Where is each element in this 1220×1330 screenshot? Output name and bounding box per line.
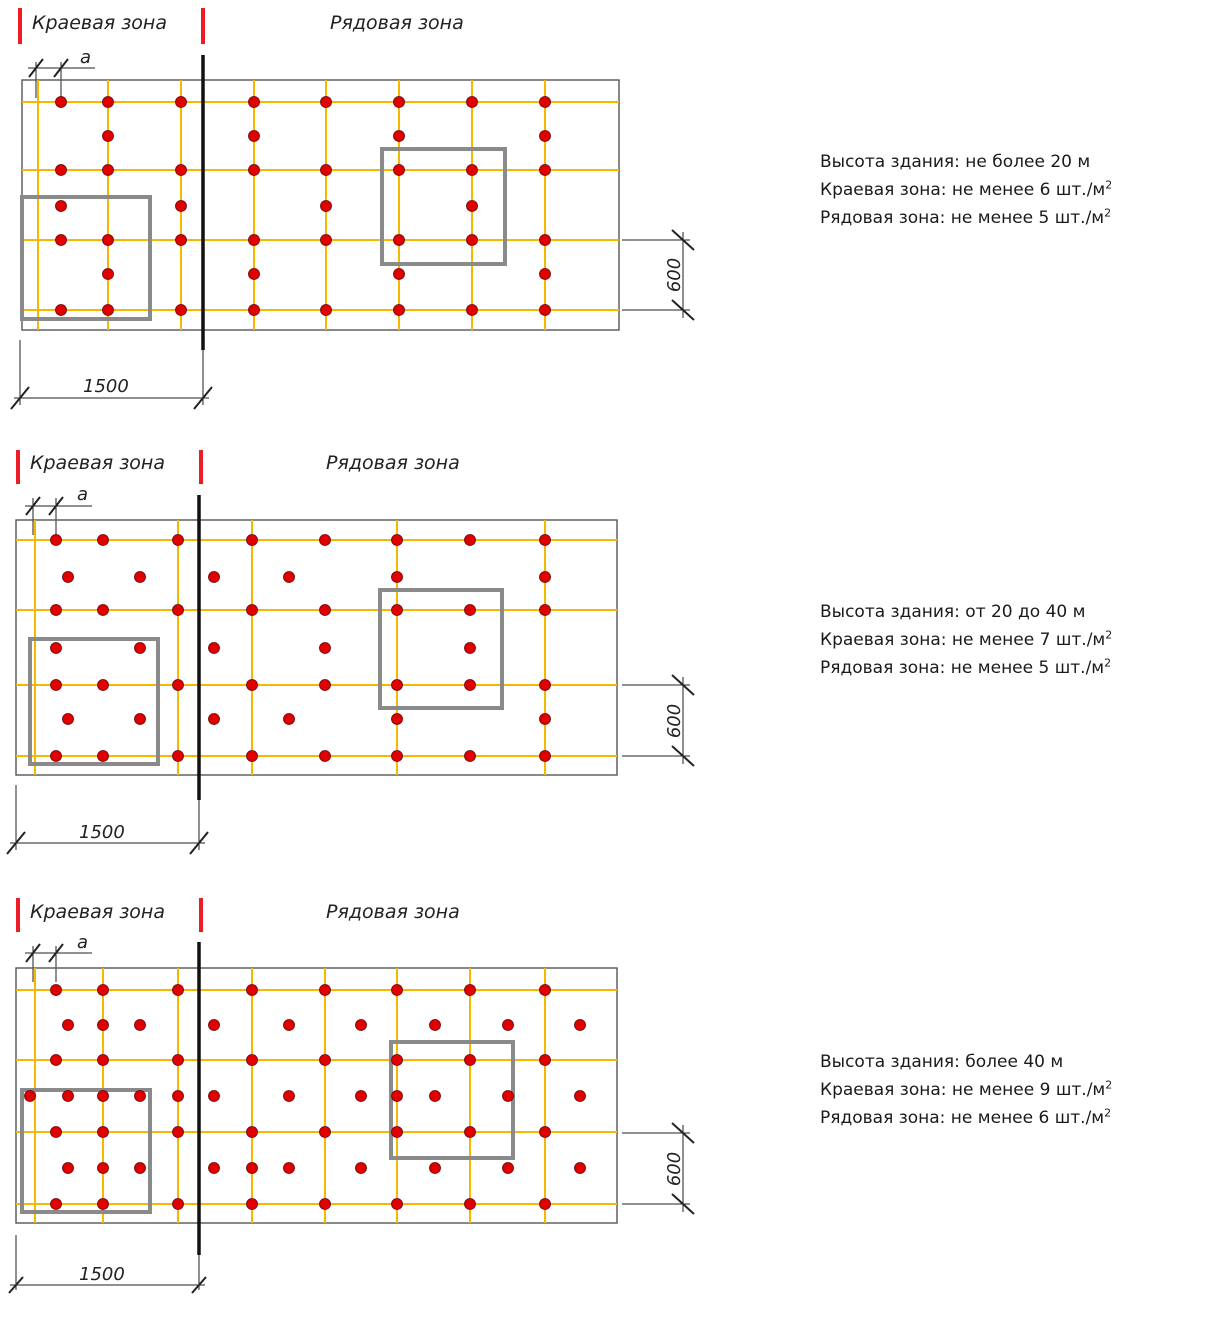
dim-600-label: 600 [664, 704, 685, 738]
vertical-battens [37, 80, 546, 330]
fastener-diagram-1: Краевая зона Рядовая зона a [10, 8, 695, 410]
dim-600-tick-2 [671, 745, 695, 767]
dim-600-tick-1 [671, 674, 695, 696]
sheet-frame [15, 967, 618, 1224]
legend-height: Высота здания: более 40 м [820, 1052, 1064, 1072]
dim-600-tick-2 [671, 1193, 695, 1215]
legend-edge: Краевая зона: не менее 7 шт./м2 [820, 628, 1113, 650]
dim-a-tick-2 [48, 496, 64, 516]
dim-1500-label: 1500 [79, 822, 125, 843]
dim-a-tick-1 [25, 943, 41, 963]
row-zone-label: Рядовая зона [326, 452, 460, 474]
edge-zone-sample-square [20, 195, 152, 321]
row-zone-sample-square [378, 588, 504, 710]
dim-600-tick-2 [671, 299, 695, 321]
vertical-battens [34, 520, 546, 775]
panel-1: Краевая зона Рядовая зона a [0, 0, 1220, 440]
dim-a-label: a [80, 47, 91, 68]
dim-a-tick-1 [25, 496, 41, 516]
fasteners [24, 984, 586, 1210]
edge-zone-sample-square [20, 1088, 152, 1214]
dim-1500-tick-1 [6, 831, 26, 855]
dim-1500-tick-2 [189, 831, 209, 855]
row-zone-label: Рядовая зона [330, 12, 464, 34]
legend-1: Высота здания: не более 20 м Краевая зон… [820, 148, 1112, 232]
edge-zone-label: Краевая зона [30, 452, 165, 474]
legend-height: Высота здания: от 20 до 40 м [820, 602, 1086, 622]
dim-1500-tick-1 [8, 1276, 24, 1294]
panel-3: Краевая зона Рядовая зона a [0, 890, 1220, 1330]
legend-edge: Краевая зона: не менее 6 шт./м2 [820, 178, 1113, 200]
legend-height: Высота здания: не более 20 м [820, 152, 1091, 172]
dim-600-label: 600 [664, 1152, 685, 1186]
dim-a-tick-1 [28, 58, 44, 78]
legend-row: Рядовая зона: не менее 6 шт./м2 [820, 1106, 1112, 1128]
fastener-diagram-2: Краевая зона Рядовая зона a [6, 450, 695, 855]
fastener-diagram-3: Краевая зона Рядовая зона a [8, 898, 695, 1294]
legend-row: Рядовая зона: не менее 5 шт./м2 [820, 206, 1112, 228]
row-zone-sample-square [389, 1040, 515, 1160]
edge-zone-label: Краевая зона [32, 12, 167, 34]
dim-a-label: a [77, 932, 88, 953]
dim-600-label: 600 [664, 258, 685, 292]
edge-zone-label: Краевая зона [30, 901, 165, 923]
horizontal-battens [16, 539, 617, 757]
dim-1500-tick-2 [191, 1276, 207, 1294]
row-zone-label: Рядовая зона [326, 901, 460, 923]
dim-1500-label: 1500 [83, 376, 129, 397]
horizontal-battens [16, 989, 617, 1205]
dim-a-tick-2 [53, 58, 69, 78]
sheet-frame [15, 519, 618, 776]
legend-row: Рядовая зона: не менее 5 шт./м2 [820, 656, 1112, 678]
dim-a-tick-2 [48, 943, 64, 963]
dim-1500-tick-1 [10, 386, 30, 410]
row-zone-sample-square [380, 147, 507, 266]
fasteners [50, 534, 551, 762]
dim-600-tick-1 [671, 1122, 695, 1144]
legend-2: Высота здания: от 20 до 40 м Краевая зон… [820, 598, 1112, 682]
dim-1500-label: 1500 [79, 1264, 125, 1285]
fasteners [55, 96, 551, 316]
dim-600-tick-1 [671, 229, 695, 251]
legend-edge: Краевая зона: не менее 9 шт./м2 [820, 1078, 1113, 1100]
edge-zone-sample-square [28, 637, 160, 766]
dim-a-label: a [77, 484, 88, 505]
panel-2: Краевая зона Рядовая зона a [0, 440, 1220, 880]
legend-3: Высота здания: более 40 м Краевая зона: … [820, 1048, 1112, 1132]
dim-1500-tick-2 [193, 386, 213, 410]
